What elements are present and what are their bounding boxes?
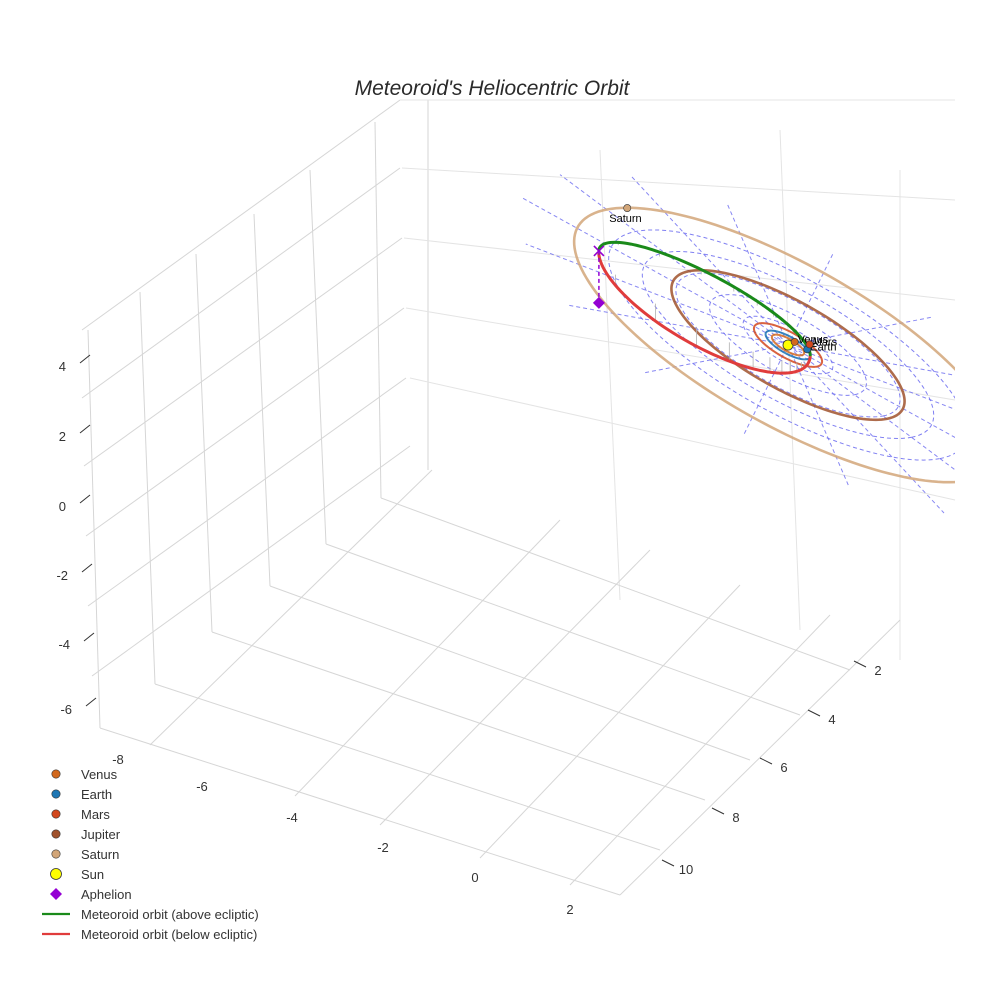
ecliptic-ring: [675, 272, 901, 418]
z-tick-mark: [79, 494, 91, 504]
z-tick-mark: [85, 697, 97, 707]
x-tick-label: -2: [377, 840, 389, 855]
y-tick-mark: [759, 757, 773, 765]
z-tick-label: 0: [59, 499, 66, 514]
mars-label: Mars: [813, 336, 838, 348]
legend-label: Earth: [81, 787, 112, 802]
jupiter-orbit: [670, 268, 906, 422]
x-tick-label: -4: [286, 810, 298, 825]
y-tick-mark: [807, 709, 821, 717]
legend-swatch: [51, 809, 61, 819]
z-tick-mark: [83, 632, 95, 642]
y-tick-mark: [661, 859, 675, 867]
legend-swatch: [50, 868, 62, 880]
y-tick-label: 10: [679, 862, 693, 877]
z-tick-label: 2: [59, 429, 66, 444]
axes-box: [81, 99, 956, 896]
y-tick-mark: [711, 807, 725, 815]
legend-swatch: [51, 849, 61, 859]
x-tick-label: -6: [196, 779, 208, 794]
legend-swatch: [51, 789, 61, 799]
legend-label: Sun: [81, 867, 104, 882]
saturn-orbit: [572, 206, 955, 484]
legend-label: Saturn: [81, 847, 119, 862]
venus-label: Venus: [798, 334, 829, 346]
x-tick-label: 2: [566, 902, 573, 917]
legend-label: Venus: [81, 767, 118, 782]
venus-marker: [790, 338, 799, 346]
legend-label: Meteoroid orbit (below ecliptic): [81, 927, 257, 942]
mars-orbit: [752, 322, 824, 368]
ecliptic-radial-line: [522, 197, 955, 439]
legend: Venus Earth Mars Jupiter Saturn Sun Aphelion Me…: [42, 767, 259, 942]
chart-title: Meteoroid's Heliocentric Orbit: [355, 77, 631, 100]
z-tick-label: 4: [59, 359, 66, 374]
y-tick-label: 2: [874, 663, 881, 678]
ecliptic-radial-line: [559, 174, 955, 471]
legend-swatch: [51, 769, 61, 779]
z-tick-label: -6: [60, 702, 72, 717]
z-tick-label: -2: [56, 568, 68, 583]
y-tick-label: 8: [732, 810, 739, 825]
x-tick-label: -8: [112, 752, 124, 767]
saturn-marker: [623, 204, 632, 212]
legend-label: Meteoroid orbit (above ecliptic): [81, 907, 259, 922]
z-tick-mark: [79, 424, 91, 434]
y-tick-mark: [853, 660, 867, 668]
z-tick-mark: [81, 563, 93, 573]
y-tick-label: 4: [828, 712, 835, 727]
aphelion-projection-marker: [593, 245, 605, 257]
z-tick-mark: [79, 354, 91, 364]
venus-orbit: [770, 333, 806, 357]
axis-ticks: 4 2 0 -2 -4 -6 -8 -6 -4 -2 0 2 2 4 6 8 10: [56, 354, 882, 917]
legend-label: Jupiter: [81, 827, 121, 842]
earth-label: Earth: [810, 341, 836, 353]
ecliptic-radial-line: [568, 304, 955, 376]
legend-swatch: [50, 888, 62, 900]
meteoroid-orbit-below: [597, 253, 812, 375]
x-tick-label: 0: [471, 870, 478, 885]
legend-swatch: [51, 829, 61, 839]
saturn-label: Saturn: [609, 213, 641, 225]
legend-label: Mars: [81, 807, 110, 822]
z-tick-label: -4: [58, 637, 70, 652]
y-tick-label: 6: [780, 760, 787, 775]
legend-label: Aphelion: [81, 887, 132, 902]
aphelion-marker: [592, 296, 605, 309]
ecliptic-ring: [608, 229, 955, 461]
mars-marker: [805, 340, 814, 349]
ecliptic-radial-line: [727, 204, 849, 486]
